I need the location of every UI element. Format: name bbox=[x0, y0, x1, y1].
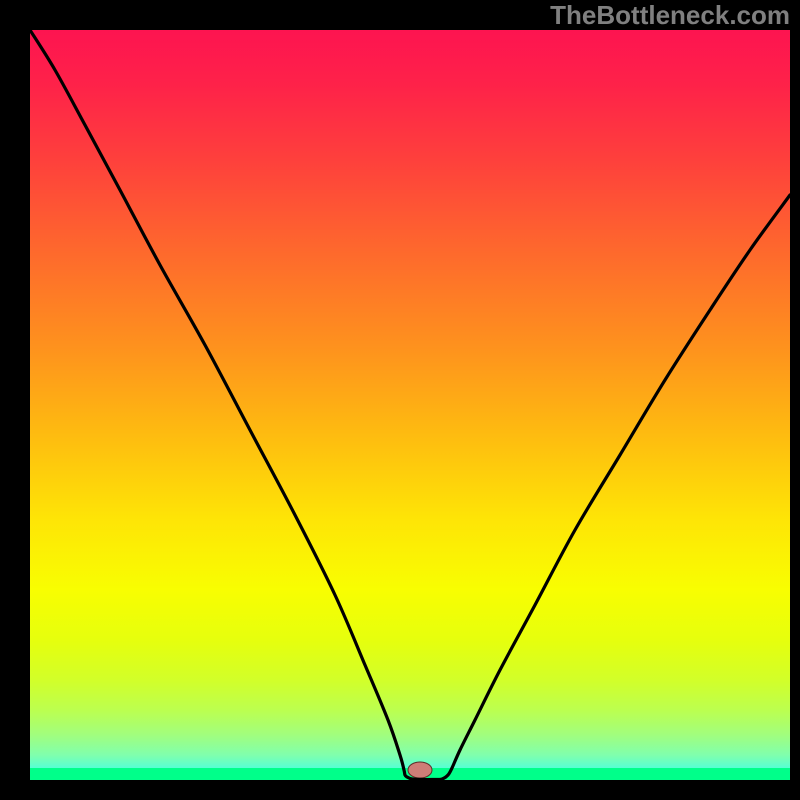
minimum-marker bbox=[408, 762, 432, 778]
frame-right bbox=[790, 0, 800, 800]
bottleneck-chart bbox=[0, 0, 800, 800]
frame-left bbox=[0, 0, 30, 800]
frame-bottom bbox=[0, 780, 800, 800]
plot-background-gradient bbox=[30, 30, 790, 780]
watermark-text: TheBottleneck.com bbox=[550, 0, 790, 31]
